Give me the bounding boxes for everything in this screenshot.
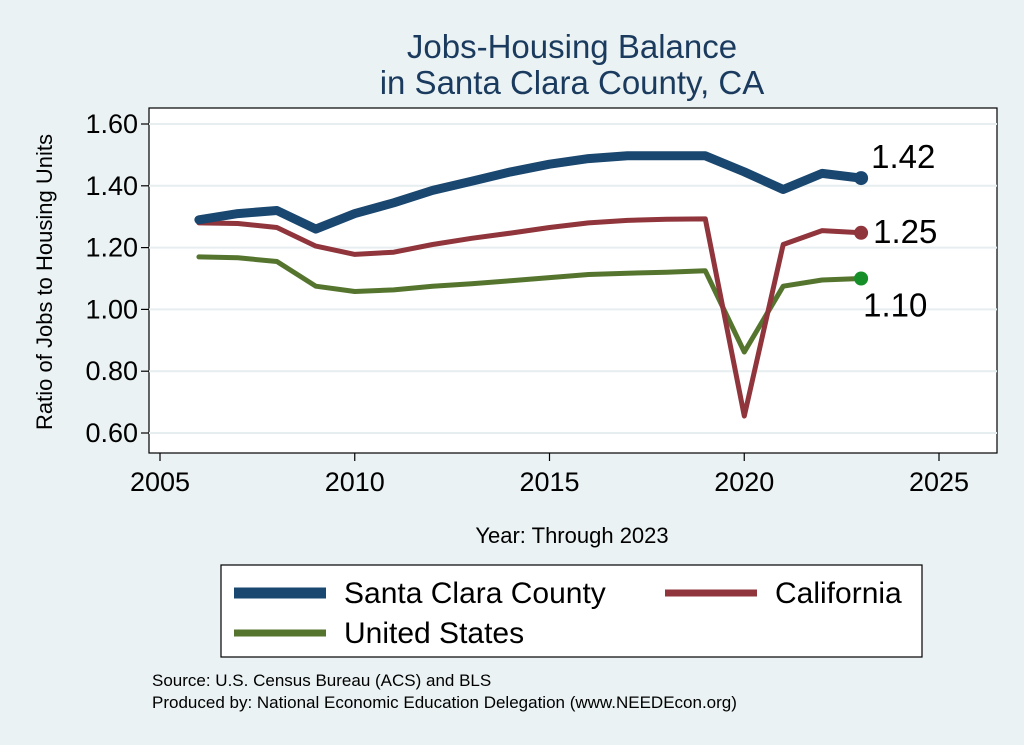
legend-label-santa-clara-county: Santa Clara County	[344, 577, 606, 610]
x-tick-label: 2020	[714, 467, 774, 497]
source-note: Source: U.S. Census Bureau (ACS) and BLS	[152, 671, 491, 690]
gridlines	[149, 123, 997, 434]
legend-box	[220, 564, 923, 658]
series-lines	[194, 151, 866, 419]
y-tick-label: 0.80	[85, 356, 138, 386]
x-tick-label: 2010	[325, 467, 385, 497]
chart-title-line-1: Jobs-Housing Balance	[407, 28, 737, 65]
legend-label-california: California	[775, 577, 902, 610]
end-label-united-states: 1.10	[863, 287, 927, 324]
y-axis-label: Ratio of Jobs to Housing Units	[32, 134, 57, 430]
chart-title-line-2: in Santa Clara County, CA	[380, 64, 765, 101]
y-tick-label: 1.20	[85, 233, 138, 263]
legend: Santa Clara County California United State…	[220, 564, 923, 658]
y-tick-label: 1.60	[85, 109, 138, 139]
y-tick-label: 1.40	[85, 171, 138, 201]
legend-label-united-states: United States	[344, 617, 524, 650]
end-marker-california	[854, 225, 869, 240]
end-marker-santa-clara-county	[854, 171, 869, 186]
series-line-california	[196, 216, 864, 419]
x-tick-label: 2015	[519, 467, 579, 497]
y-tick-label: 0.60	[85, 418, 138, 448]
end-markers	[854, 171, 869, 286]
produced-by-note: Produced by: National Economic Education…	[152, 693, 737, 712]
end-label-santa-clara-county: 1.42	[871, 138, 935, 175]
series-line-united-states	[196, 254, 864, 355]
x-axis-label: Year: Through 2023	[475, 523, 668, 548]
x-tick-label: 2005	[130, 467, 190, 497]
end-labels: 1.42 1.25 1.10	[863, 138, 937, 323]
end-label-california: 1.25	[873, 213, 937, 250]
end-marker-united-states	[854, 271, 869, 286]
x-axis-ticks: 2005 2010 2015 2020 2025	[130, 453, 969, 497]
y-axis-ticks: 0.60 0.80 1.00 1.20 1.40 1.60	[85, 109, 149, 448]
series-line-santa-clara-county	[194, 151, 866, 234]
x-tick-label: 2025	[909, 467, 969, 497]
y-tick-label: 1.00	[85, 294, 138, 324]
